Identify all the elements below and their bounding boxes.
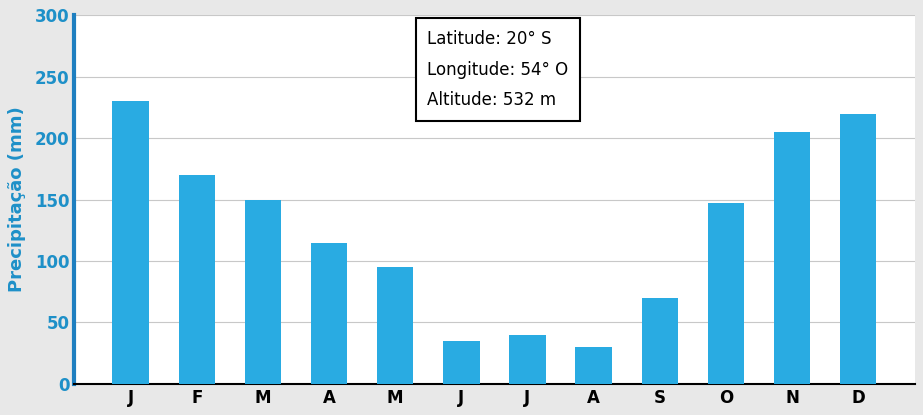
Bar: [509, 334, 545, 384]
Text: Latitude: 20° S
Longitude: 54° O
Altitude: 532 m: Latitude: 20° S Longitude: 54° O Altitud…: [427, 30, 569, 109]
Bar: [178, 175, 215, 384]
Bar: [773, 132, 810, 384]
Bar: [840, 114, 877, 384]
Bar: [443, 341, 480, 384]
Bar: [708, 203, 744, 384]
Bar: [311, 242, 347, 384]
Bar: [377, 267, 414, 384]
Bar: [575, 347, 612, 384]
Y-axis label: Precipitação (mm): Precipitação (mm): [8, 107, 27, 293]
Bar: [641, 298, 678, 384]
Bar: [113, 101, 149, 384]
Bar: [245, 200, 282, 384]
